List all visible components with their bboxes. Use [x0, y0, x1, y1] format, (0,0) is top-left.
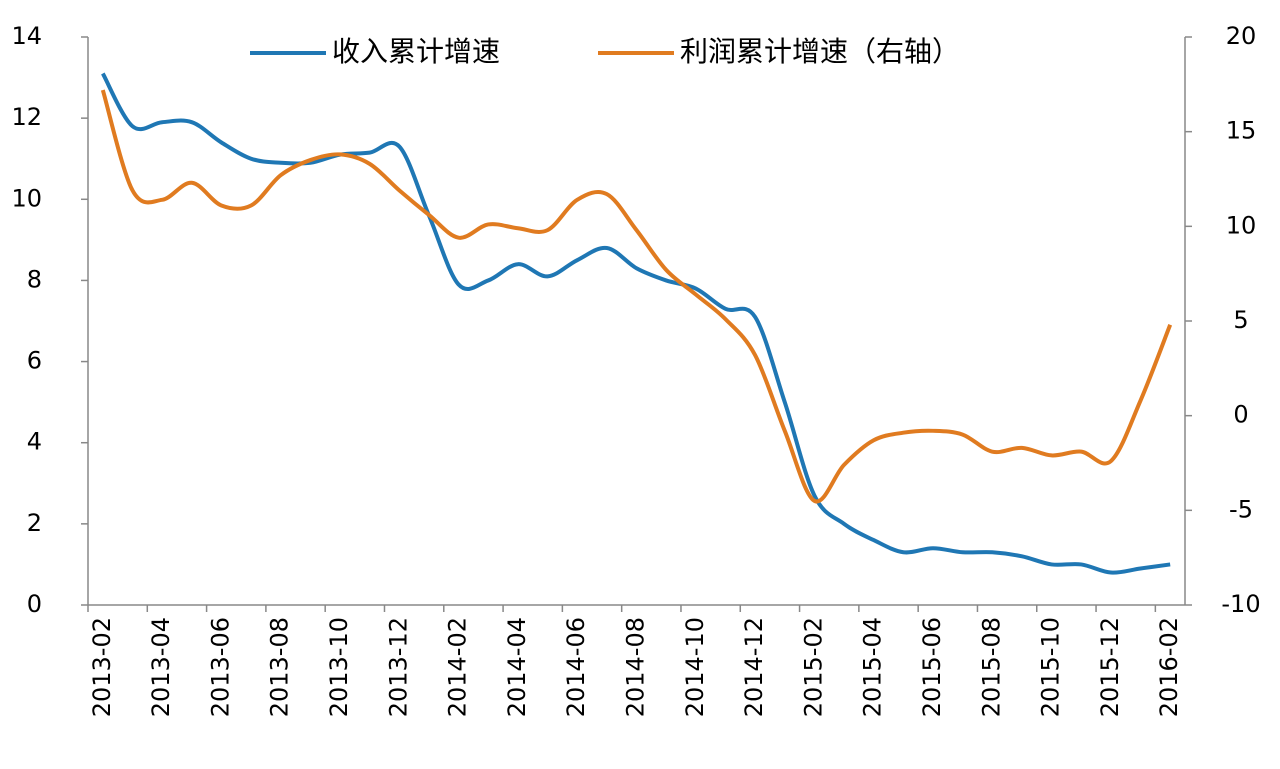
legend: 收入累计增速 利润累计增速（右轴）	[250, 35, 960, 68]
series-line	[101, 72, 1171, 575]
y-tick-label: 14	[11, 22, 42, 50]
y-tick-label: 10	[11, 184, 42, 212]
legend-label: 利润累计增速（右轴）	[680, 35, 960, 68]
x-tick-label: 2014-12	[740, 617, 768, 717]
x-tick-label: 2014-04	[503, 617, 531, 717]
x-tick-label: 2015-02	[799, 617, 827, 717]
y-tick-label: 6	[27, 347, 42, 375]
y2-tick-label: 15	[1226, 117, 1257, 145]
y2-tick-label: 20	[1226, 22, 1257, 50]
x-tick-label: 2014-02	[444, 617, 472, 717]
y-tick-label: 8	[27, 265, 42, 293]
x-tick-label: 2013-04	[147, 617, 175, 717]
x-tick-label: 2015-10	[1037, 617, 1065, 717]
x-tick-label: 2014-10	[681, 617, 709, 717]
y2-tick-label: -5	[1229, 495, 1253, 523]
x-tick-label: 2016-02	[1155, 617, 1183, 717]
y-tick-label: 2	[27, 509, 42, 537]
x-tick-label: 2013-06	[206, 617, 234, 717]
x-tick-label: 2013-12	[384, 617, 412, 717]
x-tick-label: 2015-04	[859, 617, 887, 717]
x-tick-label: 2015-12	[1096, 617, 1124, 717]
x-tick-label: 2013-10	[325, 617, 353, 717]
series-line	[100, 89, 1173, 504]
y-tick-label: 0	[27, 590, 42, 618]
x-tick-label: 2014-08	[622, 617, 650, 717]
y-tick-label: 12	[11, 103, 42, 131]
x-tick-label: 2013-02	[88, 617, 116, 717]
x-tick-label: 2015-08	[977, 617, 1005, 717]
x-tick-label: 2015-06	[918, 617, 946, 717]
x-tick-label: 2014-06	[562, 617, 590, 717]
y2-tick-label: -10	[1221, 590, 1260, 618]
y2-tick-label: 10	[1226, 211, 1257, 239]
y-tick-label: 4	[27, 428, 42, 456]
x-tick-label: 2013-08	[266, 617, 294, 717]
y2-tick-label: 0	[1233, 401, 1248, 429]
legend-label: 收入累计增速	[332, 35, 500, 68]
y2-tick-label: 5	[1233, 306, 1248, 334]
